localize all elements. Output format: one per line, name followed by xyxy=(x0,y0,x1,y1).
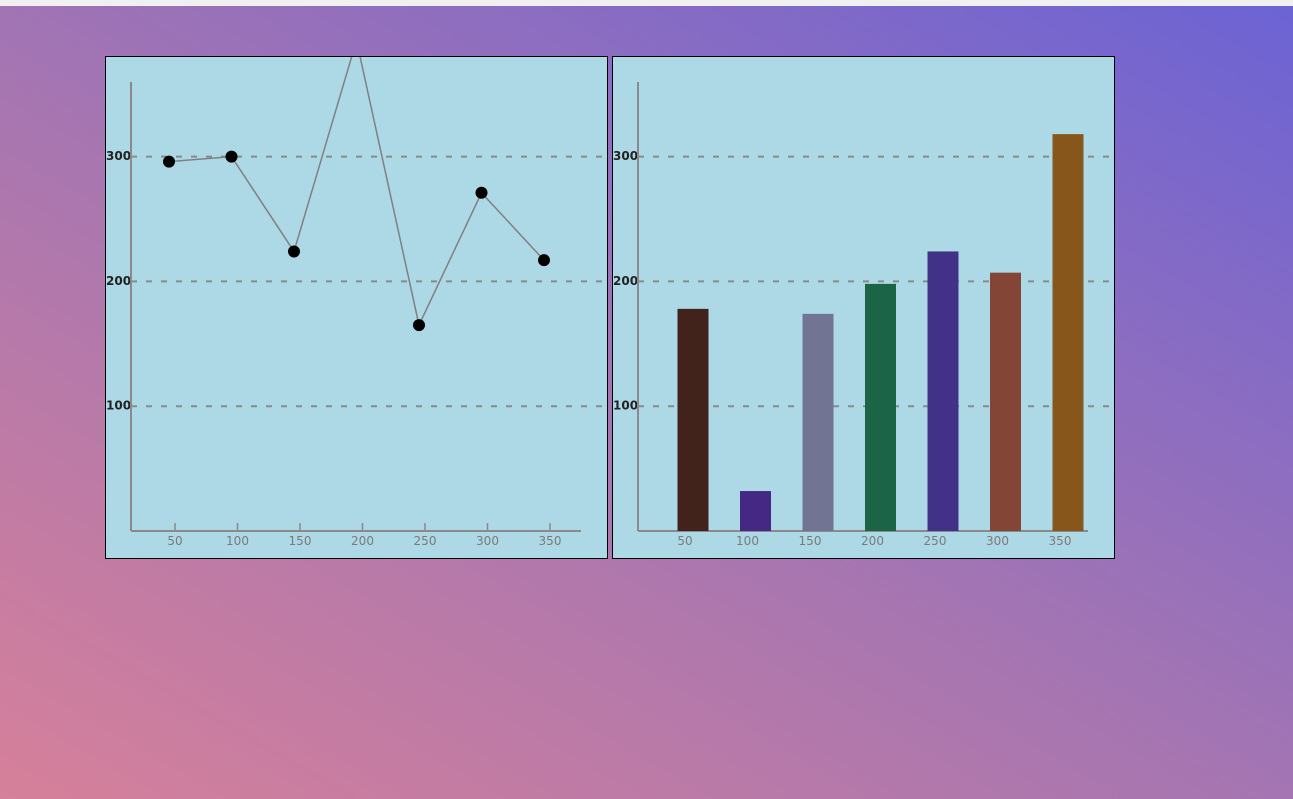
x-tick-label: 200 xyxy=(351,534,374,548)
y-tick-label: 300 xyxy=(613,149,638,163)
bar xyxy=(927,251,959,531)
bar xyxy=(990,272,1021,531)
data-point xyxy=(475,186,488,199)
x-tick-label: 150 xyxy=(289,534,312,548)
bar xyxy=(802,313,834,531)
x-tick-label: 200 xyxy=(861,534,884,548)
line-chart: 100 200 300 50 100 150 200 250 300 350 xyxy=(106,57,607,548)
y-tick-label: 100 xyxy=(613,399,638,413)
x-tick-label: 150 xyxy=(799,534,822,548)
data-point xyxy=(225,150,238,163)
x-tick-label: 250 xyxy=(414,534,437,548)
x-tick-label: 300 xyxy=(476,534,499,548)
data-point xyxy=(163,155,175,168)
bar xyxy=(740,491,771,531)
x-tick-label: 50 xyxy=(677,534,692,548)
x-tick-label: 50 xyxy=(167,534,182,548)
y-tick-label: 200 xyxy=(613,274,638,288)
bar xyxy=(677,308,709,531)
bar xyxy=(865,283,896,531)
x-tick-label: 250 xyxy=(924,534,947,548)
bar xyxy=(1052,134,1084,532)
line-chart-panel: 100 200 300 50 100 150 200 250 300 350 xyxy=(105,56,608,559)
x-tick-label: 100 xyxy=(736,534,759,548)
series-line xyxy=(168,57,545,328)
x-tick-label: 300 xyxy=(986,534,1009,548)
x-tick-label: 350 xyxy=(539,534,562,548)
data-point xyxy=(288,245,300,258)
data-point xyxy=(413,319,425,332)
bar-chart: 100 200 300 50 100 150 200 250 300 350 xyxy=(613,82,1114,548)
data-point xyxy=(538,254,550,267)
x-tick-label: 100 xyxy=(226,534,249,548)
x-tick-label: 350 xyxy=(1049,534,1072,548)
bar-chart-panel: 100 200 300 50 100 150 200 250 300 350 xyxy=(612,56,1115,559)
y-tick-label: 200 xyxy=(106,274,131,288)
y-tick-label: 300 xyxy=(106,149,131,163)
y-tick-label: 100 xyxy=(106,399,131,413)
